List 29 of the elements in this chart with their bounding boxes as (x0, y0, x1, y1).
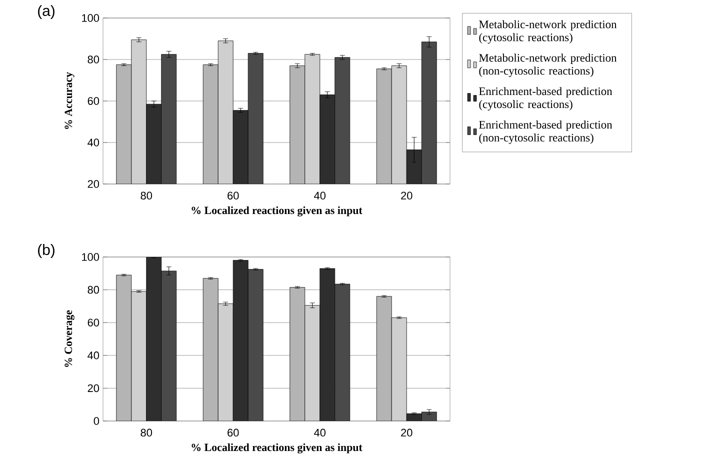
y-tick-label: 40 (88, 138, 100, 146)
chart-title: (b) (38, 244, 54, 258)
x-tick-label: 20 (401, 428, 412, 437)
x-tick-label: 60 (228, 192, 239, 200)
y-tick-label: 60 (88, 97, 100, 105)
y-tick-label: 100 (82, 14, 100, 22)
x-axis-title: % Localized reactions given as input (192, 206, 362, 216)
legend-label: Enrichment-based prediction (non-cytosolic reactions) (479, 120, 612, 144)
y-tick-label: 100 (82, 253, 100, 261)
y-tick-label: 20 (88, 384, 100, 392)
y-tick-label: 80 (88, 286, 100, 294)
x-tick-label: 20 (401, 192, 412, 200)
x-tick-label: 80 (140, 428, 152, 437)
y-tick-label: 60 (88, 318, 100, 326)
x-tick-label: 40 (314, 428, 326, 437)
y-tick-label: 0 (94, 417, 100, 425)
y-tick-label: 80 (88, 56, 100, 64)
y-tick-label: 20 (88, 180, 100, 188)
x-axis-title: % Localized reactions given as input (192, 443, 362, 454)
x-tick-label: 80 (140, 192, 152, 200)
legend-label: Metabolic-network prediction (non-cytosolic reactions) (479, 54, 617, 78)
chart-title: (a) (38, 5, 54, 19)
legend-label: Metabolic-network prediction (cytosolic reactions) (479, 20, 617, 44)
y-tick-label: 40 (88, 352, 100, 360)
y-axis-title: % Accuracy (64, 72, 74, 129)
legend-label: Enrichment-based prediction (cytosolic reactions) (479, 87, 612, 110)
y-axis-title: % Coverage (64, 310, 74, 367)
x-tick-label: 40 (314, 192, 326, 200)
x-tick-label: 60 (228, 428, 239, 437)
